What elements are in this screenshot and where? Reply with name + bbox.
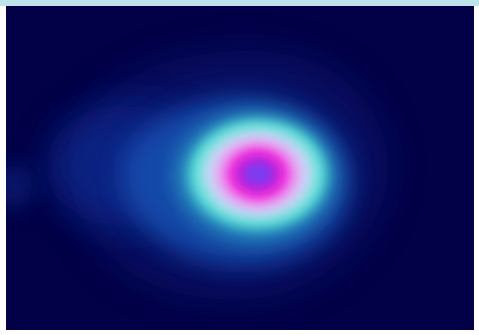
- top-border: [0, 0, 479, 6]
- heatmap-plot: [6, 6, 474, 330]
- heatmap-edge-patch: [6, 164, 32, 208]
- heatmap-peak: [240, 160, 276, 188]
